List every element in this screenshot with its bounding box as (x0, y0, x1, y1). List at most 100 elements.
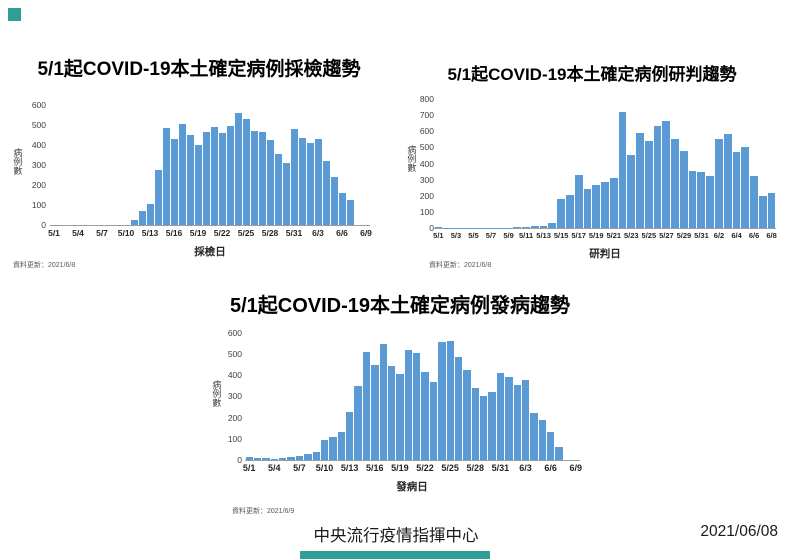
x-tick-label: 5/27 (659, 231, 674, 240)
bars (245, 333, 580, 460)
x-tick-label: 5/15 (553, 231, 569, 240)
x-tick-label: 5/1 (242, 463, 256, 473)
bar-5/29 (480, 396, 488, 460)
bar-6/6 (338, 193, 346, 225)
x-tick-label: 5/22 (416, 463, 434, 473)
x-tick-label: 6/3 (312, 228, 324, 238)
x-tick-label: 5/7 (485, 231, 497, 240)
bar-6/7 (346, 200, 354, 225)
bar-5/1 (434, 227, 443, 228)
x-axis-title: 研判日 (589, 248, 621, 260)
bar-6/2 (715, 139, 723, 228)
x-tick-label: 5/13 (340, 463, 359, 473)
bar-5/17 (178, 124, 186, 225)
y-axis-title: 病例數 (12, 148, 23, 175)
bar-5/20 (202, 132, 210, 225)
x-tick-label: 5/19 (391, 463, 409, 473)
y-axis-ticks: 800 700 600 500 400 300 200 100 0 (419, 94, 434, 233)
x-tick-label: 6/2 (713, 231, 725, 240)
bar-5/31 (697, 172, 706, 228)
bar-5/12 (138, 211, 146, 225)
bar-5/21 (413, 353, 421, 460)
bar-5/26 (454, 357, 463, 460)
x-tick-label: 5/13 (536, 231, 551, 240)
slide-corner-accent-square (8, 8, 21, 21)
x-axis-title: 採檢日 (194, 246, 226, 258)
bar-5/18 (583, 189, 592, 228)
bar-5/24 (438, 342, 446, 460)
x-tick-label: 5/31 (491, 463, 510, 473)
bar-5/3 (262, 458, 270, 460)
bar-5/22 (618, 111, 627, 228)
bar-6/5 (330, 177, 338, 225)
bar-6/7 (758, 195, 767, 228)
x-tick-label: 6/8 (766, 231, 777, 240)
bar-5/5 (279, 457, 287, 460)
bar-5/13 (346, 411, 354, 460)
bar-6/1 (706, 175, 714, 228)
x-tick-label: 5/7 (293, 463, 306, 473)
bars (50, 105, 370, 225)
bar-5/16 (565, 194, 574, 228)
bar-5/28 (471, 388, 479, 460)
x-tick-label: 5/28 (261, 228, 279, 238)
bars (434, 99, 776, 228)
bar-6/4 (530, 413, 538, 460)
bar-5/28 (266, 140, 274, 225)
bar-6/3 (521, 379, 530, 460)
bar-5/19 (592, 185, 601, 228)
x-tick-label: 5/3 (450, 231, 462, 240)
bar-5/23 (226, 126, 234, 225)
x-tick-label: 5/25 (237, 228, 255, 238)
bar-5/12 (337, 431, 345, 460)
bar-5/27 (258, 132, 266, 225)
bar-5/21 (210, 127, 218, 225)
x-tick-label: 5/9 (503, 231, 514, 240)
bar-5/10 (320, 439, 329, 460)
bar-5/30 (282, 163, 290, 225)
bar-6/3 (314, 139, 322, 225)
x-tick-label: 6/6 (336, 228, 348, 238)
bar-5/29 (274, 154, 282, 225)
x-tick-label: 5/5 (468, 231, 479, 240)
bar-5/15 (362, 352, 371, 460)
chart-title: 5/1起COVID-19本土確定病例採檢趨勢 (37, 59, 361, 80)
chart-title: 5/1起COVID-19本土確定病例研判趨勢 (447, 65, 737, 84)
x-tick-label: 5/23 (623, 231, 639, 240)
chart-title: 5/1起COVID-19本土確定病例發病趨勢 (229, 295, 571, 317)
plot-area (245, 333, 580, 461)
bar-6/4 (732, 152, 741, 228)
x-tick-label: 6/9 (569, 463, 583, 473)
bar-6/5 (538, 419, 546, 460)
source-note: 資料更新：2021/6/8 (13, 262, 76, 269)
bar-5/19 (396, 374, 404, 460)
bar-6/3 (723, 134, 732, 228)
bar-5/23 (429, 381, 438, 460)
bar-5/25 (644, 140, 653, 228)
bar-5/22 (218, 133, 226, 225)
bar-5/26 (653, 125, 662, 228)
x-tick-label: 6/6 (544, 463, 557, 473)
bar-5/16 (170, 139, 178, 225)
x-axis-title: 發病日 (396, 481, 428, 493)
x-tick-label: 5/11 (518, 231, 534, 240)
bar-5/17 (379, 344, 387, 460)
bar-5/19 (194, 145, 202, 225)
chart-onset-trend: 5/1起COVID-19本土確定病例發病趨勢 病例數 600 500 400 300 2… (190, 285, 610, 520)
chart-judgment-trend: 5/1起COVID-19本土確定病例研判趨勢 病例數 800 700 600 500 4… (400, 42, 784, 274)
bar-5/11 (522, 226, 530, 228)
x-tick-label: 5/22 (213, 228, 231, 238)
bar-5/26 (250, 131, 258, 225)
bar-5/25 (446, 341, 454, 460)
bar-6/4 (322, 161, 330, 225)
bar-5/18 (387, 365, 396, 460)
x-tick-label: 5/29 (676, 231, 692, 240)
source-note: 資料更新：2021/6/9 (232, 508, 295, 515)
y-axis-ticks: 600 500 400 300 200 100 0 (31, 100, 46, 230)
bar-6/2 (306, 143, 314, 225)
bar-5/24 (234, 113, 242, 225)
x-tick-label: 5/1 (48, 228, 60, 238)
y-axis-title: 病例數 (406, 145, 417, 172)
bar-5/4 (270, 459, 278, 460)
